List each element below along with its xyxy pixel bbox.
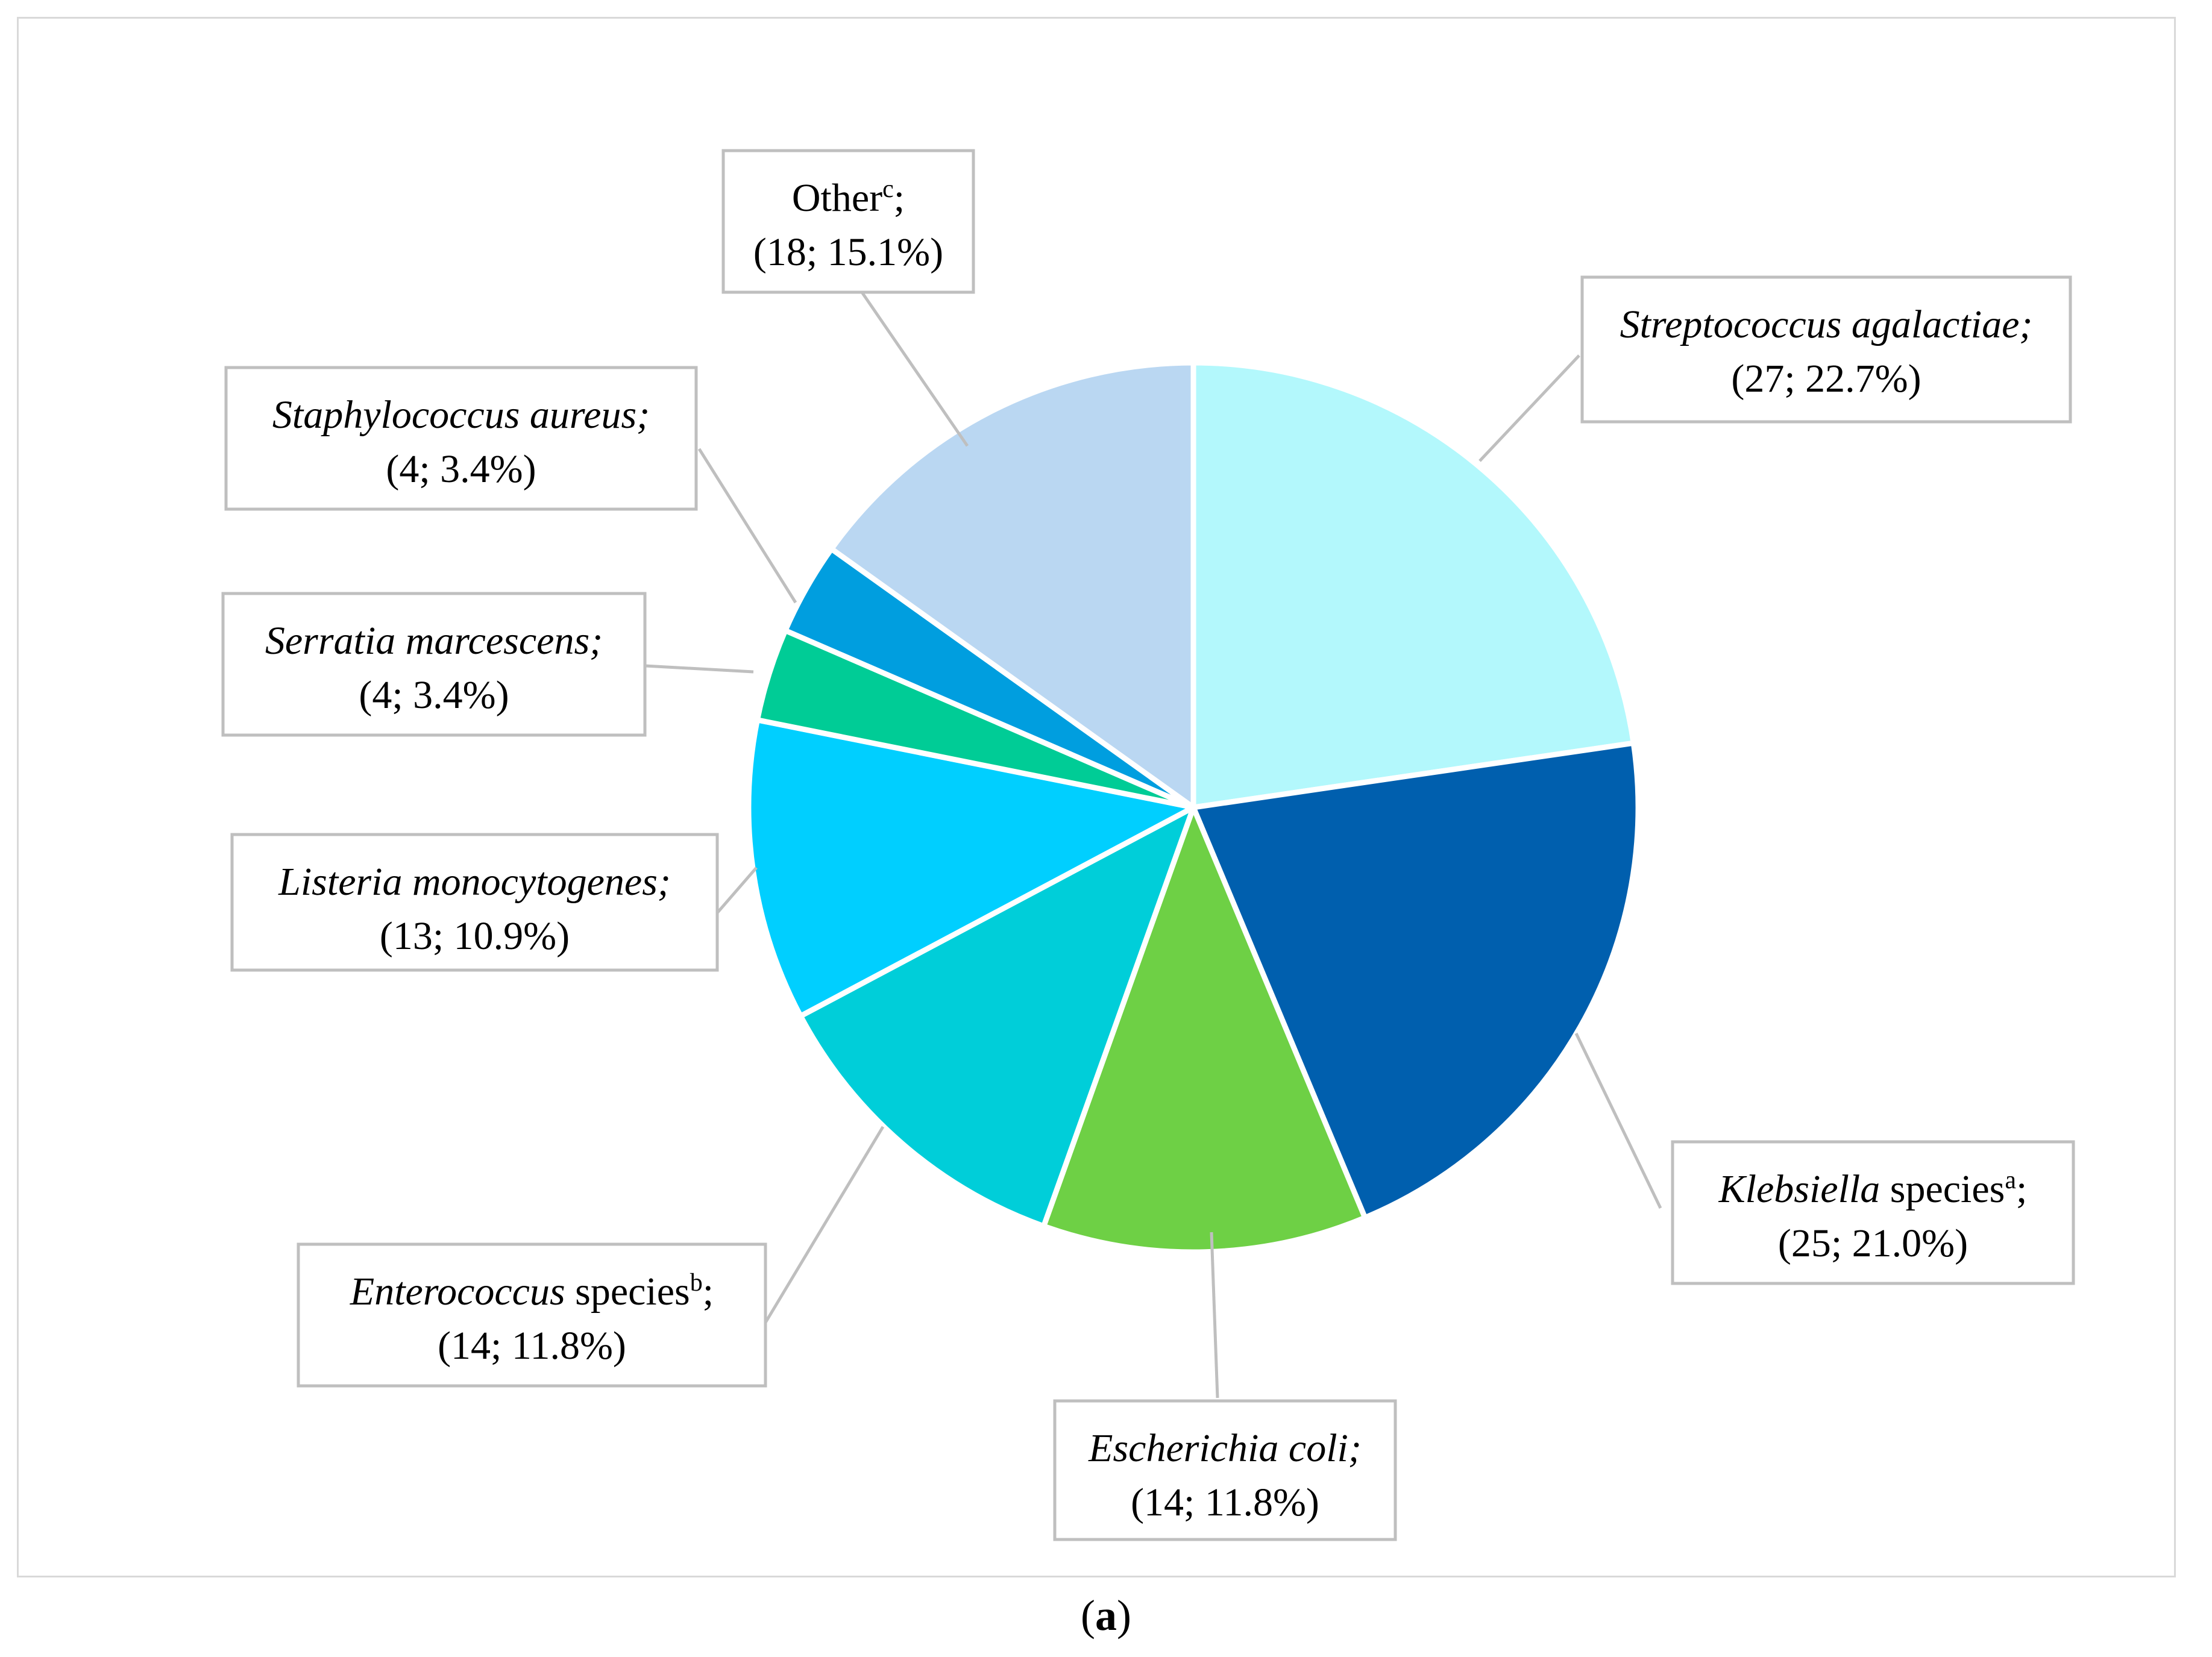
figure-caption: (a) <box>1081 1591 1131 1640</box>
label-other: Otherc; (18; 15.1%) <box>721 149 975 294</box>
label-footnote-kleb: a <box>2005 1167 2016 1194</box>
label-name-listeria: Listeria monocytogenes; <box>278 860 671 904</box>
label-name-entero: Enterococcus speciesb; <box>350 1269 714 1314</box>
label-box-entero <box>297 1242 767 1388</box>
leader-line-entero <box>764 1126 885 1324</box>
label-box-listeria <box>230 833 719 972</box>
leader-line-listeria <box>716 866 758 914</box>
label-footnote-other: c <box>882 175 894 203</box>
label-value-ecoli: (14; 11.8%) <box>1131 1480 1319 1524</box>
leader-line-ecoli <box>1210 1232 1219 1399</box>
label-box-ecoli <box>1053 1399 1397 1541</box>
pie-slice-kleb <box>1190 740 1641 1221</box>
pie-slice-ecoli <box>1041 804 1368 1255</box>
label-staph: Staphylococcus aureus; (4; 3.4%) <box>224 366 698 511</box>
label-name-other: Otherc; <box>792 175 905 220</box>
chart-frame <box>17 17 2176 1577</box>
callout-labels: Streptococcus agalactiae; (27; 22.7%) Kleb… <box>221 149 2075 1541</box>
label-name-kleb: Klebsiella speciesa; <box>1718 1167 2028 1211</box>
leader-line-staph <box>697 448 797 604</box>
label-ecoli: Escherichia coli; (14; 11.8%) <box>1053 1399 1397 1541</box>
label-value-entero: (14; 11.8%) <box>438 1324 626 1368</box>
label-value-kleb: (25; 21.0%) <box>1778 1221 1968 1265</box>
pie-chart: Streptococcus agalactiae; (27; 22.7%) Kleb… <box>221 149 2075 1541</box>
label-name-serratia: Serratia marcescens; <box>265 619 603 663</box>
label-value-other: (18; 15.1%) <box>753 230 943 274</box>
leader-line-other <box>860 291 969 447</box>
leader-line-serratia <box>644 664 754 674</box>
label-box-serratia <box>221 592 647 737</box>
label-box-kleb <box>1671 1140 2075 1285</box>
pie-slices <box>746 360 1641 1255</box>
label-name-staph: Staphylococcus aureus; <box>272 393 650 437</box>
leader-lines <box>644 291 1662 1399</box>
label-value-staph: (4; 3.4%) <box>386 447 536 491</box>
label-name-strep: Streptococcus agalactiae; <box>1620 302 2033 346</box>
label-name-ecoli: Escherichia coli; <box>1088 1426 1362 1470</box>
pie-slice-other <box>829 360 1196 810</box>
label-entero: Enterococcus speciesb; (14; 11.8%) <box>297 1242 767 1388</box>
label-value-strep: (27; 22.7%) <box>1731 357 1921 401</box>
label-kleb: Klebsiella speciesa; (25; 21.0%) <box>1671 1140 2075 1285</box>
label-listeria: Listeria monocytogenes; (13; 10.9%) <box>230 833 719 972</box>
label-box-other <box>721 149 975 294</box>
label-box-staph <box>224 366 698 511</box>
label-value-listeria: (13; 10.9%) <box>380 914 570 958</box>
leader-line-kleb <box>1574 1032 1662 1209</box>
pie-slice-entero <box>797 804 1196 1229</box>
label-box-strep <box>1580 275 2072 424</box>
label-value-serratia: (4; 3.4%) <box>359 673 509 717</box>
caption-letter: a <box>1095 1591 1117 1640</box>
label-serratia: Serratia marcescens; (4; 3.4%) <box>221 592 647 737</box>
leader-line-strep <box>1478 354 1580 462</box>
label-strep: Streptococcus agalactiae; (27; 22.7%) <box>1580 275 2072 424</box>
label-footnote-entero: b <box>690 1269 703 1297</box>
pie-slice-strep <box>1190 360 1636 810</box>
